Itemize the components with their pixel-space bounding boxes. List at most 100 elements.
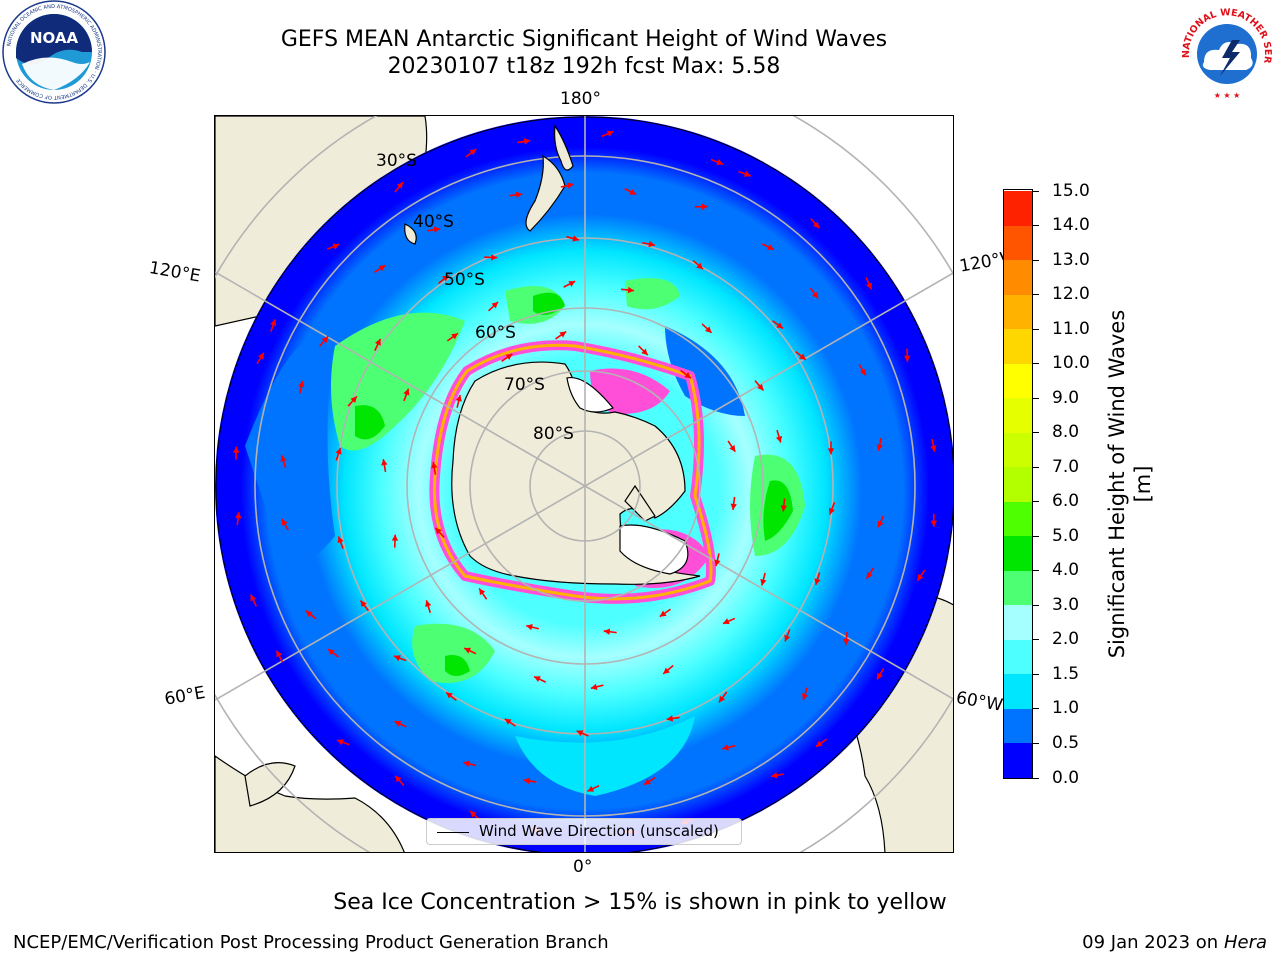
wave-direction-arrow xyxy=(488,301,499,312)
lat-label-50s: 50°S xyxy=(444,270,485,290)
wave-direction-arrow xyxy=(336,739,350,746)
map-title: GEFS MEAN Antarctic Significant Height o… xyxy=(280,27,888,52)
coastlines xyxy=(404,124,574,245)
wave-height-patches xyxy=(245,278,805,796)
wave-direction-arrow xyxy=(425,600,432,613)
colorbar-tick-label: 10.0 xyxy=(1052,353,1090,374)
wave-direction-arrow xyxy=(772,320,784,330)
wave-direction-arrow xyxy=(434,527,445,538)
wave-direction-arrow xyxy=(523,777,537,785)
wave-direction-arrow xyxy=(827,441,835,455)
colorbar-segment xyxy=(1004,743,1032,778)
colorbar-segment xyxy=(1004,294,1032,330)
colorbar-tick-label: 2.0 xyxy=(1052,629,1080,650)
colorbar-tick-label: 6.0 xyxy=(1052,491,1080,512)
wave-direction-arrow xyxy=(761,243,775,251)
ross-sea-ice xyxy=(590,368,670,415)
wave-direction-arrow xyxy=(828,502,836,515)
wave-direction-arrow xyxy=(659,608,671,618)
wave-direction-arrow xyxy=(638,345,649,356)
wave-direction-arrow xyxy=(775,429,783,443)
wave-direction-arrow xyxy=(327,648,339,658)
wave-direction-arrow xyxy=(865,277,873,290)
wave-direction-arrow xyxy=(576,730,589,737)
colorbar-tick xyxy=(1033,535,1039,537)
colorbar-segment xyxy=(1004,363,1032,399)
lon-label-180: 180° xyxy=(560,89,601,109)
wave-direction-arrow xyxy=(281,518,289,531)
new-zealand-north-island xyxy=(554,124,574,171)
wave-direction-arrow xyxy=(393,655,407,662)
colorbar-segment xyxy=(1004,259,1032,295)
wave-direction-arrow xyxy=(455,394,462,408)
colorbar-segment xyxy=(1004,432,1032,468)
colorbar-tick-label: 11.0 xyxy=(1052,318,1090,339)
lon-label-60w: 60°W xyxy=(954,688,1005,716)
wave-direction-arrow xyxy=(335,447,342,461)
colorbar-segment xyxy=(1004,535,1032,571)
wave-direction-arrow xyxy=(916,569,926,582)
wave-direction-arrow xyxy=(431,461,438,475)
colorbar-tick xyxy=(1033,604,1039,606)
wave-direction-arrow xyxy=(403,388,410,402)
ross-ice-shelf xyxy=(566,376,614,413)
wave-direction-arrow xyxy=(256,352,265,365)
lon-label-120e: 120°E xyxy=(147,258,202,287)
wave-direction-arrow xyxy=(373,264,386,274)
colorbar-tick xyxy=(1033,294,1039,296)
wave-direction-arrow xyxy=(815,738,827,748)
lat-label-60s: 60°S xyxy=(475,323,516,343)
wave-band-1-0-west xyxy=(245,333,335,561)
machine-name: Hera xyxy=(1223,932,1267,953)
legend-label: Wind Wave Direction (unscaled) xyxy=(479,822,719,840)
wave-direction-arrow xyxy=(563,280,576,288)
colorbar-tick-label: 15.0 xyxy=(1052,180,1090,201)
wave-direction-arrow xyxy=(337,536,344,549)
wave-direction-arrow xyxy=(305,610,317,620)
new-zealand-south-island xyxy=(525,154,566,232)
wave-direction-arrow xyxy=(427,226,441,233)
colorbar-tick-label: 0.0 xyxy=(1052,767,1080,788)
wave-direction-arrow xyxy=(727,440,736,453)
wave-direction-arrow xyxy=(280,455,287,469)
wave-direction-arrow xyxy=(533,675,547,683)
colorbar-segment xyxy=(1004,225,1032,261)
wave-direction-arrow xyxy=(566,235,580,242)
wave-direction-arrow xyxy=(738,170,751,177)
colorbar-tick-label: 9.0 xyxy=(1052,387,1080,408)
wave-direction-arrow xyxy=(394,775,405,786)
wave-direction-arrow xyxy=(722,744,736,751)
colorbar-segment xyxy=(1004,604,1032,640)
wave-direction-arrow xyxy=(843,632,850,646)
wave-direction-arrow xyxy=(446,332,459,342)
wave-direction-arrow xyxy=(249,594,258,607)
colorbar-segment xyxy=(1004,673,1032,709)
wave-direction-arrow xyxy=(374,338,382,351)
wave-direction-arrow xyxy=(394,720,407,728)
wave-low-se xyxy=(665,326,745,416)
map-subtitle: 20230107 t18z 192h fcst Max: 5.58 xyxy=(387,54,781,79)
wave-direction-arrow xyxy=(621,286,635,294)
wave-direction-arrow xyxy=(714,553,721,567)
wave-direction-arrow xyxy=(298,380,305,394)
wave-direction-arrow xyxy=(484,254,498,261)
colorbar-tick-label: 13.0 xyxy=(1052,249,1090,270)
wave-direction-arrow xyxy=(275,650,284,663)
madagascar-land xyxy=(244,762,296,807)
colorbar-tick xyxy=(1033,363,1039,365)
wave-direction-arrow xyxy=(504,718,516,727)
colorbar-tick xyxy=(1033,328,1039,330)
producer-credit: NCEP/EMC/Verification Post Processing Pr… xyxy=(13,932,609,953)
wave-direction-arrow xyxy=(347,395,358,407)
wave-direction-arrow xyxy=(780,498,788,512)
wave-direction-arrow xyxy=(930,438,937,452)
wave-direction-arrow xyxy=(478,588,488,600)
run-date: 09 Jan 2023 on Hera xyxy=(1082,932,1267,953)
colorbar-tick-label: 7.0 xyxy=(1052,456,1080,477)
wave-patch-south-indian xyxy=(412,623,495,683)
colorbar-tick-label: 1.0 xyxy=(1052,698,1080,719)
colorbar-tick xyxy=(1033,432,1039,434)
wave-direction-arrow xyxy=(694,203,708,210)
wave-direction-arrow xyxy=(590,683,604,690)
wave-direction-arrow xyxy=(517,138,531,145)
